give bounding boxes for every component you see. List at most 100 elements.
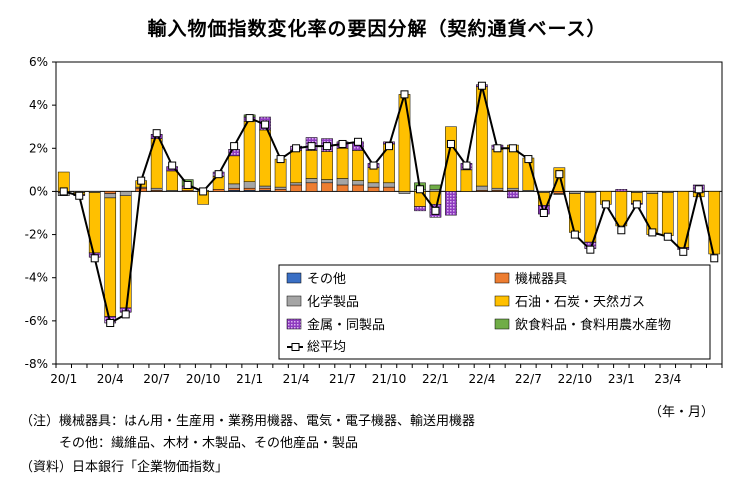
x-tick-label: 22/4 bbox=[468, 372, 495, 386]
bar-chemicals bbox=[491, 187, 504, 191]
y-tick-label: 4% bbox=[29, 98, 48, 112]
marker-total bbox=[183, 180, 192, 189]
note-source: （資料）日本銀行「企業物価指数」 bbox=[20, 460, 229, 475]
marker-total bbox=[524, 155, 533, 164]
bar-chemicals bbox=[228, 183, 240, 189]
marker-total bbox=[261, 120, 270, 129]
marker-total bbox=[679, 247, 688, 256]
legend-swatch-food bbox=[494, 318, 510, 330]
bar-chemicals bbox=[553, 193, 566, 195]
bar-energy bbox=[569, 193, 581, 233]
legend-swatch-metals bbox=[286, 318, 302, 330]
x-tick-label: 21/1 bbox=[236, 372, 263, 386]
x-tick-label: 21/7 bbox=[329, 372, 356, 386]
bar-chemicals bbox=[119, 191, 132, 196]
marker-total bbox=[106, 319, 115, 328]
bar-energy bbox=[166, 170, 178, 191]
bar-metals bbox=[414, 206, 426, 212]
marker-total bbox=[152, 129, 161, 138]
bar-energy bbox=[321, 151, 333, 180]
x-tick-label: 20/4 bbox=[97, 372, 124, 386]
bar-chemicals bbox=[646, 191, 659, 194]
bar-chemicals bbox=[259, 185, 271, 189]
bar-chemicals bbox=[290, 182, 302, 186]
marker-total bbox=[539, 209, 548, 217]
marker-total bbox=[307, 142, 316, 151]
bar-energy bbox=[104, 197, 117, 317]
marker-total bbox=[493, 144, 502, 153]
bar-energy bbox=[661, 192, 674, 236]
bar-machinery bbox=[367, 186, 380, 192]
marker-total bbox=[508, 144, 517, 153]
marker-total bbox=[617, 226, 626, 235]
marker-total bbox=[694, 185, 703, 194]
bar-metals bbox=[507, 191, 519, 199]
x-tick-label: 23/4 bbox=[654, 372, 681, 386]
bar-machinery bbox=[212, 189, 225, 192]
marker-total bbox=[59, 187, 68, 196]
bar-chemicals bbox=[305, 178, 318, 184]
y-tick-label: 6% bbox=[29, 55, 48, 69]
bar-machinery bbox=[336, 184, 349, 192]
marker-total bbox=[90, 254, 99, 263]
bar-energy bbox=[274, 158, 287, 188]
note-other: その他：繊維品、木材・木製品、その他産品・製品 bbox=[20, 436, 359, 451]
bar-chemicals bbox=[274, 186, 287, 190]
bar-chemicals bbox=[352, 180, 364, 186]
marker-total bbox=[462, 161, 471, 170]
marker-total bbox=[648, 228, 657, 237]
marker-total bbox=[276, 155, 285, 164]
marker-total bbox=[570, 230, 579, 239]
bar-food bbox=[429, 184, 442, 190]
x-tick-label: 22/10 bbox=[558, 372, 593, 386]
marker-total bbox=[431, 206, 440, 215]
marker-total bbox=[230, 142, 239, 151]
legend-label-energy: 石油・石炭・天然ガス bbox=[515, 294, 645, 310]
legend-swatch-energy bbox=[494, 295, 510, 307]
marker-total bbox=[199, 187, 208, 196]
marker-total bbox=[415, 185, 424, 194]
bar-chemicals bbox=[569, 191, 581, 194]
bar-machinery bbox=[321, 182, 333, 192]
x-tick-label: 20/10 bbox=[186, 372, 221, 386]
marker-total bbox=[555, 170, 564, 179]
bar-machinery bbox=[383, 186, 395, 192]
bar-chemicals bbox=[321, 179, 333, 184]
marker-total bbox=[75, 191, 84, 200]
marker-total bbox=[385, 142, 393, 151]
y-tick-label: -6% bbox=[25, 314, 48, 328]
x-tick-label: 21/10 bbox=[372, 372, 407, 386]
bar-chemicals bbox=[398, 191, 411, 194]
marker-total bbox=[663, 232, 672, 241]
bar-chemicals bbox=[243, 181, 256, 189]
legend-label-chemicals: 化学製品 bbox=[307, 294, 359, 310]
bar-chemicals bbox=[367, 182, 380, 188]
y-tick-label: 0% bbox=[29, 184, 48, 198]
bar-energy bbox=[336, 148, 349, 179]
legend-swatch-other bbox=[286, 272, 302, 284]
y-tick-label: -4% bbox=[25, 271, 48, 285]
legend-label-other: その他 bbox=[307, 272, 346, 287]
marker-total bbox=[137, 176, 146, 185]
x-tick-label: 22/1 bbox=[422, 372, 449, 386]
bar-machinery bbox=[305, 182, 318, 192]
marker-total bbox=[121, 310, 130, 319]
marker-total bbox=[245, 114, 254, 123]
x-tick-label: 20/7 bbox=[143, 372, 170, 386]
bar-energy bbox=[243, 121, 256, 182]
bar-energy bbox=[584, 192, 597, 243]
note-machinery: （注）機械器具：はん用・生産用・業務用機器、電気・電子機器、輸送用機器 bbox=[20, 414, 476, 429]
legend-label-machinery: 機械器具 bbox=[515, 272, 567, 287]
bar-energy bbox=[305, 150, 318, 179]
marker-total bbox=[601, 200, 610, 209]
bar-energy bbox=[290, 150, 302, 184]
legend-box bbox=[278, 264, 711, 360]
marker-total bbox=[369, 161, 378, 170]
bar-energy bbox=[491, 149, 504, 189]
marker-total bbox=[710, 254, 719, 263]
bar-energy bbox=[460, 169, 473, 192]
bar-energy bbox=[228, 155, 240, 185]
x-tick-label: 23/1 bbox=[608, 372, 635, 386]
marker-total bbox=[338, 139, 347, 148]
